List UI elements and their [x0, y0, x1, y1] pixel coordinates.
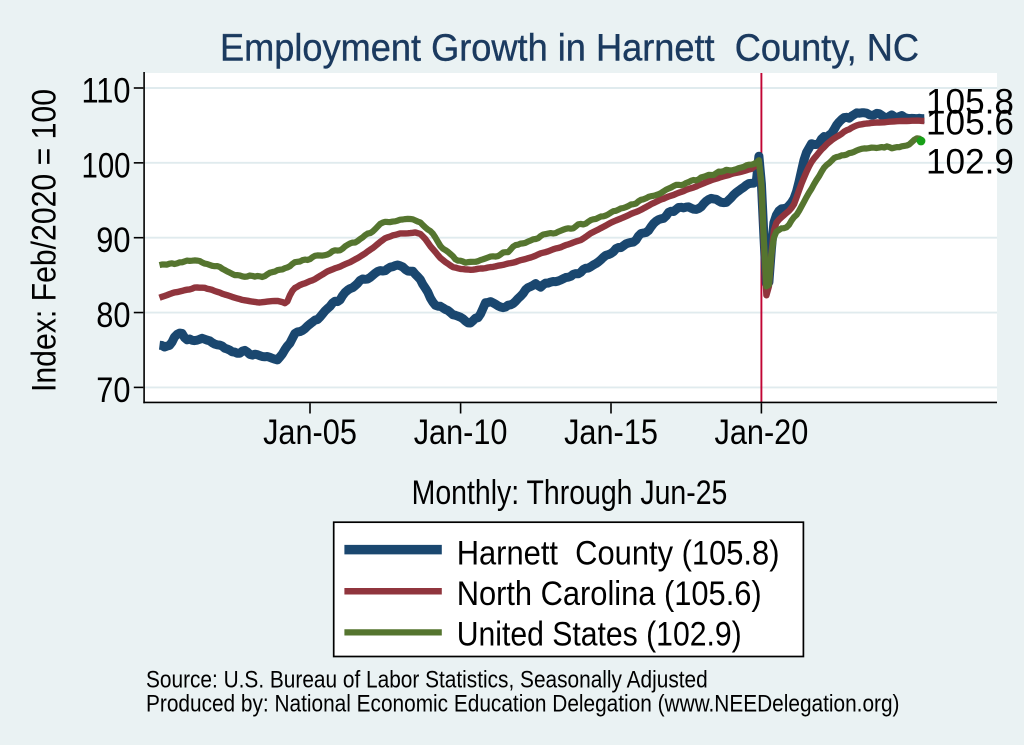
svg-text:Source: U.S. Bureau of Labor S: Source: U.S. Bureau of Labor Statistics,…	[146, 667, 708, 694]
svg-text:Jan-15: Jan-15	[564, 413, 658, 452]
svg-text:Index: Feb/2020 = 100: Index: Feb/2020 = 100	[26, 89, 64, 392]
svg-text:110: 110	[82, 71, 131, 110]
svg-text:105.8: 105.8	[926, 83, 1014, 122]
svg-text:Harnett County (105.8): Harnett County (105.8)	[457, 535, 780, 573]
svg-text:90: 90	[96, 221, 130, 260]
svg-text:Employment Growth in Harnett: Employment Growth in Harnett County, NC	[220, 28, 919, 70]
svg-text:United States (102.9): United States (102.9)	[457, 615, 742, 653]
svg-text:Jan-10: Jan-10	[414, 413, 508, 452]
svg-text:80: 80	[96, 296, 130, 335]
svg-text:Jan-20: Jan-20	[715, 413, 809, 452]
svg-text:102.9: 102.9	[926, 143, 1014, 182]
svg-text:70: 70	[96, 371, 130, 410]
svg-text:Produced by: National Economic: Produced by: National Economic Education…	[146, 691, 900, 718]
svg-text:105.6: 105.6	[926, 104, 1014, 143]
svg-text:Jan-05: Jan-05	[263, 413, 357, 452]
svg-text:North Carolina (105.6): North Carolina (105.6)	[457, 575, 762, 613]
svg-text:100: 100	[82, 146, 131, 185]
svg-text:Monthly: Through Jun-25: Monthly: Through Jun-25	[412, 474, 728, 512]
